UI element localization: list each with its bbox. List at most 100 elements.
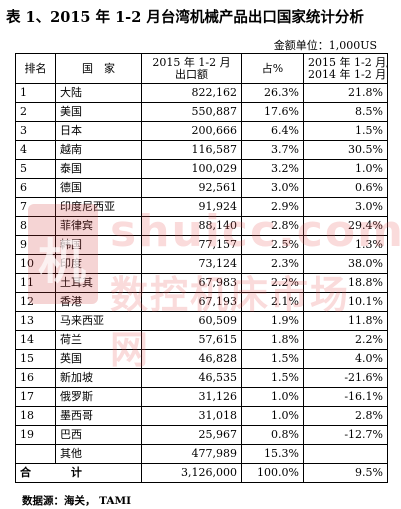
row-amount: 67,193 (141, 292, 242, 312)
row-change: 18.8% (303, 273, 388, 293)
row-country: 美国 (55, 102, 142, 122)
row-rank: 1 (15, 83, 56, 103)
row-share: 2.1% (241, 292, 304, 312)
row-amount: 92,561 (141, 178, 242, 198)
header-amount-line2: 出口额 (175, 67, 208, 81)
row-country: 泰国 (55, 159, 142, 179)
row-rank: 11 (15, 273, 56, 293)
table-row: 6 德国 92,561 3.0% 0.6% (15, 178, 388, 198)
table-row: 14 荷兰 57,615 1.8% 2.2% (15, 330, 388, 350)
row-share: 1.9% (241, 311, 304, 331)
table-row: 2 美国 550,887 17.6% 8.5% (15, 102, 388, 122)
row-amount: 31,126 (141, 387, 242, 407)
table-row: 1 大陆 822,162 26.3% 21.8% (15, 83, 388, 103)
row-rank (15, 444, 56, 464)
row-amount: 88,140 (141, 216, 242, 236)
row-rank: 13 (15, 311, 56, 331)
total-label: 合 计 (15, 463, 142, 483)
row-share: 2.8% (241, 216, 304, 236)
row-amount: 73,124 (141, 254, 242, 274)
table-row: 18 墨西哥 31,018 1.0% 2.8% (15, 406, 388, 426)
row-amount: 77,157 (141, 235, 242, 255)
header-row: 排名 国 家 2015 年 1-2 月 出口额 占% 2015 年 1-2 月/… (15, 53, 388, 84)
table-row: 11 土耳其 67,983 2.2% 18.8% (15, 273, 388, 293)
row-share: 2.2% (241, 273, 304, 293)
row-change: 11.8% (303, 311, 388, 331)
table-body: 1 大陆 822,162 26.3% 21.8% 2 美国 550,887 17.6% 8.5% 3… (15, 83, 388, 464)
row-amount: 100,029 (141, 159, 242, 179)
table-row: 19 巴西 25,967 0.8% -12.7% (15, 425, 388, 445)
row-change: 0.6% (303, 178, 388, 198)
row-share: 1.5% (241, 368, 304, 388)
header-amount: 2015 年 1-2 月 出口额 (141, 53, 242, 84)
row-share: 2.9% (241, 197, 304, 217)
row-change: -21.6% (303, 368, 388, 388)
row-change: -16.1% (303, 387, 388, 407)
row-country: 巴西 (55, 425, 142, 445)
row-rank: 18 (15, 406, 56, 426)
row-country: 新加坡 (55, 368, 142, 388)
row-amount: 550,887 (141, 102, 242, 122)
table-row: 7 印度尼西亚 91,924 2.9% 3.0% (15, 197, 388, 217)
row-country: 荷兰 (55, 330, 142, 350)
table-row: 4 越南 116,587 3.7% 30.5% (15, 140, 388, 160)
header-change-line1: 2015 年 1-2 月/ (308, 55, 388, 69)
row-rank: 8 (15, 216, 56, 236)
row-share: 3.0% (241, 178, 304, 198)
row-change: 8.5% (303, 102, 388, 122)
table-row: 3 日本 200,666 6.4% 1.5% (15, 121, 388, 141)
header-change-line2: 2014 年 1-2 月 (308, 67, 387, 81)
page-title: 表 1、2015 年 1-2 月台湾机械产品出口国家统计分析 (6, 9, 364, 26)
row-country: 马来西亚 (55, 311, 142, 331)
row-rank: 7 (15, 197, 56, 217)
row-share: 2.3% (241, 254, 304, 274)
row-country: 墨西哥 (55, 406, 142, 426)
row-amount: 31,018 (141, 406, 242, 426)
row-change (303, 444, 388, 464)
row-share: 6.4% (241, 121, 304, 141)
row-amount: 60,509 (141, 311, 242, 331)
row-share: 1.0% (241, 406, 304, 426)
row-share: 2.5% (241, 235, 304, 255)
row-rank: 4 (15, 140, 56, 160)
table-row: 13 马来西亚 60,509 1.9% 11.8% (15, 311, 388, 331)
row-country: 英国 (55, 349, 142, 369)
row-country: 菲律宾 (55, 216, 142, 236)
row-amount: 116,587 (141, 140, 242, 160)
row-country: 其他 (55, 444, 142, 464)
row-rank: 19 (15, 425, 56, 445)
total-change: 9.5% (303, 463, 388, 483)
row-amount: 67,983 (141, 273, 242, 293)
table-row: 12 香港 67,193 2.1% 10.1% (15, 292, 388, 312)
row-country: 香港 (55, 292, 142, 312)
header-change: 2015 年 1-2 月/ 2014 年 1-2 月 (303, 53, 388, 84)
table-row: 15 英国 46,828 1.5% 4.0% (15, 349, 388, 369)
row-country: 越南 (55, 140, 142, 160)
row-share: 1.0% (241, 387, 304, 407)
row-share: 15.3% (241, 444, 304, 464)
table-row: 16 新加坡 46,535 1.5% -21.6% (15, 368, 388, 388)
header-country: 国 家 (55, 53, 142, 84)
table-row: 8 菲律宾 88,140 2.8% 29.4% (15, 216, 388, 236)
row-change: 29.4% (303, 216, 388, 236)
row-country: 印度 (55, 254, 142, 274)
source-note: 数据源：海关， TAMI (22, 495, 132, 507)
row-rank: 16 (15, 368, 56, 388)
row-country: 日本 (55, 121, 142, 141)
row-rank: 10 (15, 254, 56, 274)
row-share: 3.7% (241, 140, 304, 160)
row-change: 1.0% (303, 159, 388, 179)
table-row: 17 俄罗斯 31,126 1.0% -16.1% (15, 387, 388, 407)
table-row: 5 泰国 100,029 3.2% 1.0% (15, 159, 388, 179)
row-change: 10.1% (303, 292, 388, 312)
row-rank: 5 (15, 159, 56, 179)
row-share: 17.6% (241, 102, 304, 122)
row-change: 38.0% (303, 254, 388, 274)
row-change: 1.5% (303, 121, 388, 141)
row-share: 1.8% (241, 330, 304, 350)
total-row: 合 计 3,126,000 100.0% 9.5% (15, 463, 388, 483)
row-change: -12.7% (303, 425, 388, 445)
export-table: 排名 国 家 2015 年 1-2 月 出口额 占% 2015 年 1-2 月/… (15, 53, 388, 483)
row-country: 大陆 (55, 83, 142, 103)
row-amount: 46,828 (141, 349, 242, 369)
